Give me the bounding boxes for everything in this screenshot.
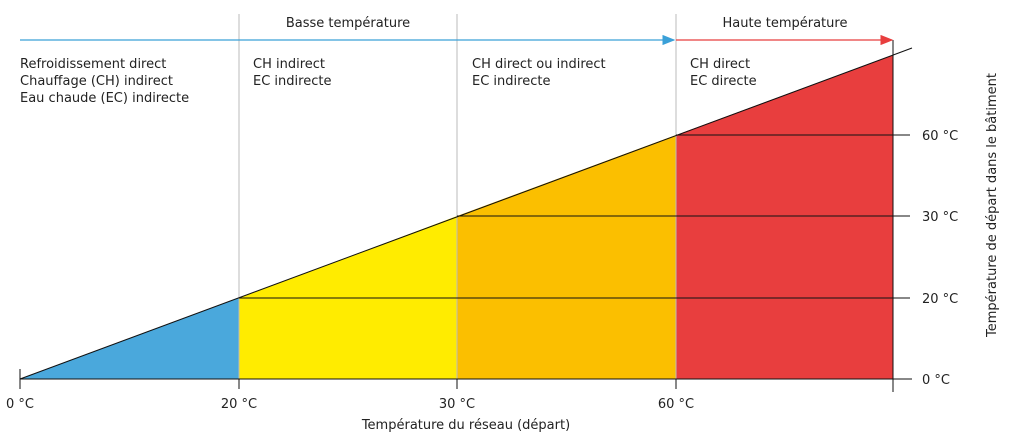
y-tick-label: 20 °C [922,292,958,307]
column-line: CH indirect [253,57,325,72]
column-texts: Refroidissement direct Chauffage (CH) ind… [20,57,757,106]
x-tick-label: 0 °C [6,397,34,412]
zone-orange [457,135,676,379]
axes [19,40,913,392]
tick-labels: 0 °C 20 °C 30 °C 60 °C 0 °C 20 °C 30 °C 60 °C [6,129,958,412]
y-tick-label: 30 °C [922,210,958,225]
x-axis-title: Température du réseau (départ) [361,418,570,433]
y-axis-title: Température de départ dans le bâtiment [985,73,1000,338]
band-label: Basse température [286,16,410,31]
column-line: CH direct ou indirect [472,57,606,72]
dividers [238,14,677,379]
column-line: EC indirecte [472,74,550,89]
column-line: Refroidissement direct [20,57,166,72]
y-tick-label: 60 °C [922,129,958,144]
column-line: CH direct [690,57,750,72]
x-tick-label: 20 °C [221,397,257,412]
column-line: Eau chaude (EC) indirecte [20,91,189,106]
column-line: EC indirecte [253,74,331,89]
diagonal [19,47,913,380]
column-line: Chauffage (CH) indirect [20,74,173,89]
band-label: Haute température [723,16,848,31]
x-tick-label: 60 °C [658,397,694,412]
x-tick-label: 30 °C [439,397,475,412]
column-line: EC directe [690,74,757,89]
zone-red [676,55,893,379]
y-tick-label: 0 °C [922,373,950,388]
